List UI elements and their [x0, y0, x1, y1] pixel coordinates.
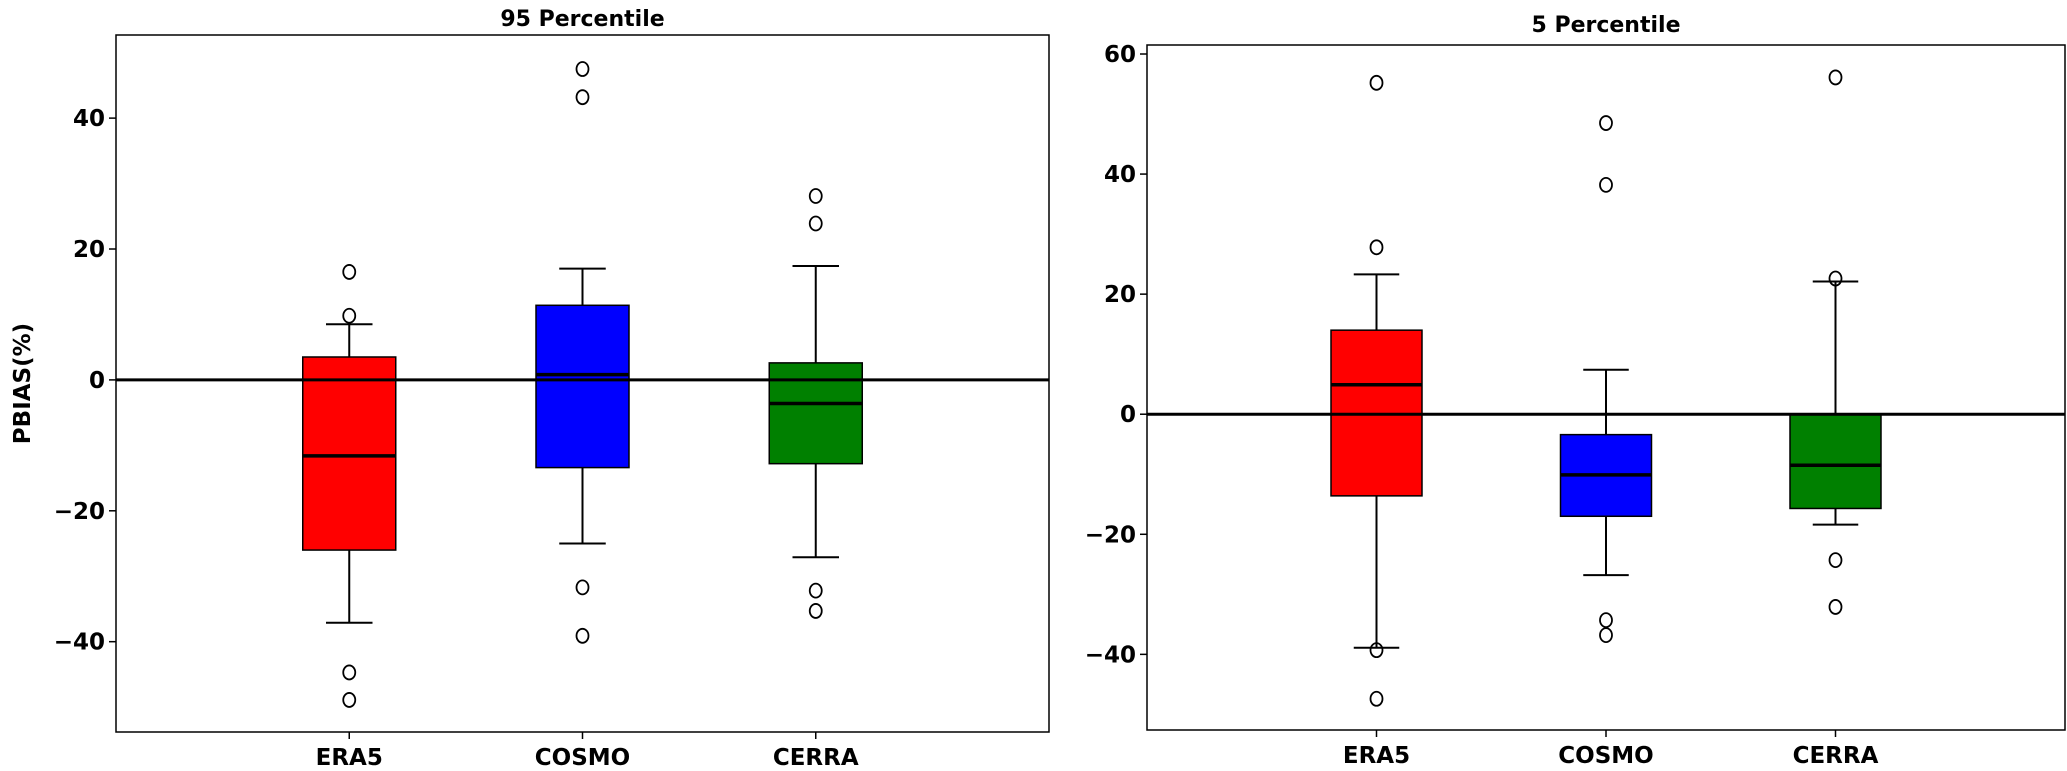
x-tick-label: ERA5	[1343, 743, 1410, 769]
x-tick-label: CERRA	[1793, 743, 1879, 769]
box-iqr	[1789, 414, 1882, 510]
y-tick-label: 60	[1104, 42, 1136, 68]
outlier-point	[1599, 115, 1613, 131]
x-tick-label: COSMO	[535, 745, 630, 771]
y-tick-label: 20	[73, 237, 105, 263]
outlier-point	[575, 89, 590, 106]
box-iqr	[768, 362, 863, 465]
y-axis-label: PBIAS(%)	[10, 323, 36, 444]
box-cosmo	[535, 61, 630, 644]
box-cerra	[768, 188, 863, 619]
outlier-point	[575, 627, 590, 644]
outlier-point	[1599, 176, 1613, 193]
outlier-point	[1369, 642, 1384, 659]
y-tick-label: −40	[1085, 642, 1136, 668]
panel-2: 5 Percentile −40 −20 0 20 40 60 ERA5 COSMO CERRA	[1085, 13, 2066, 769]
outlier-point	[575, 579, 590, 596]
y-tick-label: 40	[1104, 162, 1136, 188]
chart-title: 95 Percentile	[500, 7, 664, 32]
x-tick-label: COSMO	[1558, 743, 1653, 769]
y-tick-label: −20	[54, 499, 105, 525]
y-tick-label: 0	[1120, 402, 1136, 428]
box-cerra	[1789, 69, 1882, 615]
y-tick-label: −20	[1085, 522, 1136, 548]
x-tick-label: ERA5	[316, 745, 383, 771]
outlier-point	[808, 188, 823, 204]
box-iqr	[535, 304, 630, 469]
axes-frame	[1146, 44, 2066, 731]
x-tick-label: CERRA	[773, 745, 859, 771]
outlier-point	[1828, 599, 1843, 615]
panel-1: 95 Percentile PBIAS(%) −40 −20 0 20 40 ERA5 COSM…	[10, 7, 1050, 771]
outlier-point	[808, 215, 823, 232]
y-tick-label: 20	[1104, 282, 1136, 308]
outlier-point	[1599, 627, 1613, 644]
box-era5	[1330, 74, 1423, 707]
outlier-point	[1828, 69, 1843, 86]
outlier-point	[1369, 239, 1384, 256]
outlier-point	[1599, 612, 1613, 629]
outlier-point	[342, 664, 357, 681]
outlier-point	[1828, 270, 1843, 287]
outlier-point	[1369, 690, 1384, 707]
outlier-point	[808, 603, 823, 619]
axes-frame	[115, 34, 1050, 733]
box-era5	[302, 264, 397, 708]
outlier-point	[1369, 74, 1384, 91]
y-tick-label: −40	[54, 630, 105, 656]
outlier-point	[342, 264, 357, 280]
box-cosmo	[1559, 115, 1653, 644]
chart-title: 5 Percentile	[1531, 13, 1680, 38]
y-tick-label: 40	[73, 106, 105, 132]
y-tick-label: 0	[89, 368, 105, 394]
outlier-point	[1828, 552, 1843, 569]
outlier-point	[575, 61, 590, 77]
outlier-point	[342, 692, 357, 708]
outlier-point	[808, 582, 823, 599]
box-iqr	[302, 356, 397, 551]
outlier-point	[342, 307, 357, 324]
